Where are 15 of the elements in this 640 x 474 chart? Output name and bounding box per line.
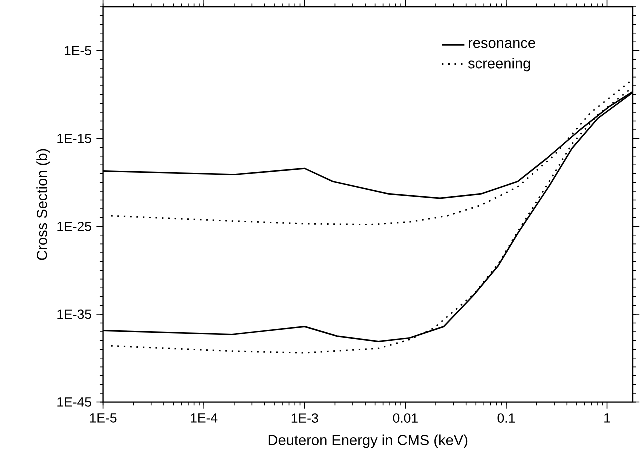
y-tick-label: 1E-35 <box>58 310 92 320</box>
x-tick-label: 1E-5 <box>90 414 117 423</box>
x-tick-label: 1E-3 <box>292 414 318 424</box>
x-tick-label: 0.01 <box>393 414 418 424</box>
y-axis-title: Cross Section (b) <box>36 149 50 260</box>
y-tick-label: 1E-5 <box>65 46 92 56</box>
y-tick-label: 1E-15 <box>58 134 92 144</box>
x-tick-label: 1 <box>604 414 610 423</box>
y-tick-label: 1E-45 <box>58 398 92 408</box>
x-axis-title: Deuteron Energy in CMS (keV) <box>268 434 468 448</box>
x-tick-label: 1E-4 <box>191 414 218 423</box>
legend-label: resonance <box>469 40 536 48</box>
legend-label: screening <box>468 58 530 72</box>
x-tick-label: 0.1 <box>498 414 516 424</box>
y-tick-label: 1E-25 <box>58 222 92 232</box>
